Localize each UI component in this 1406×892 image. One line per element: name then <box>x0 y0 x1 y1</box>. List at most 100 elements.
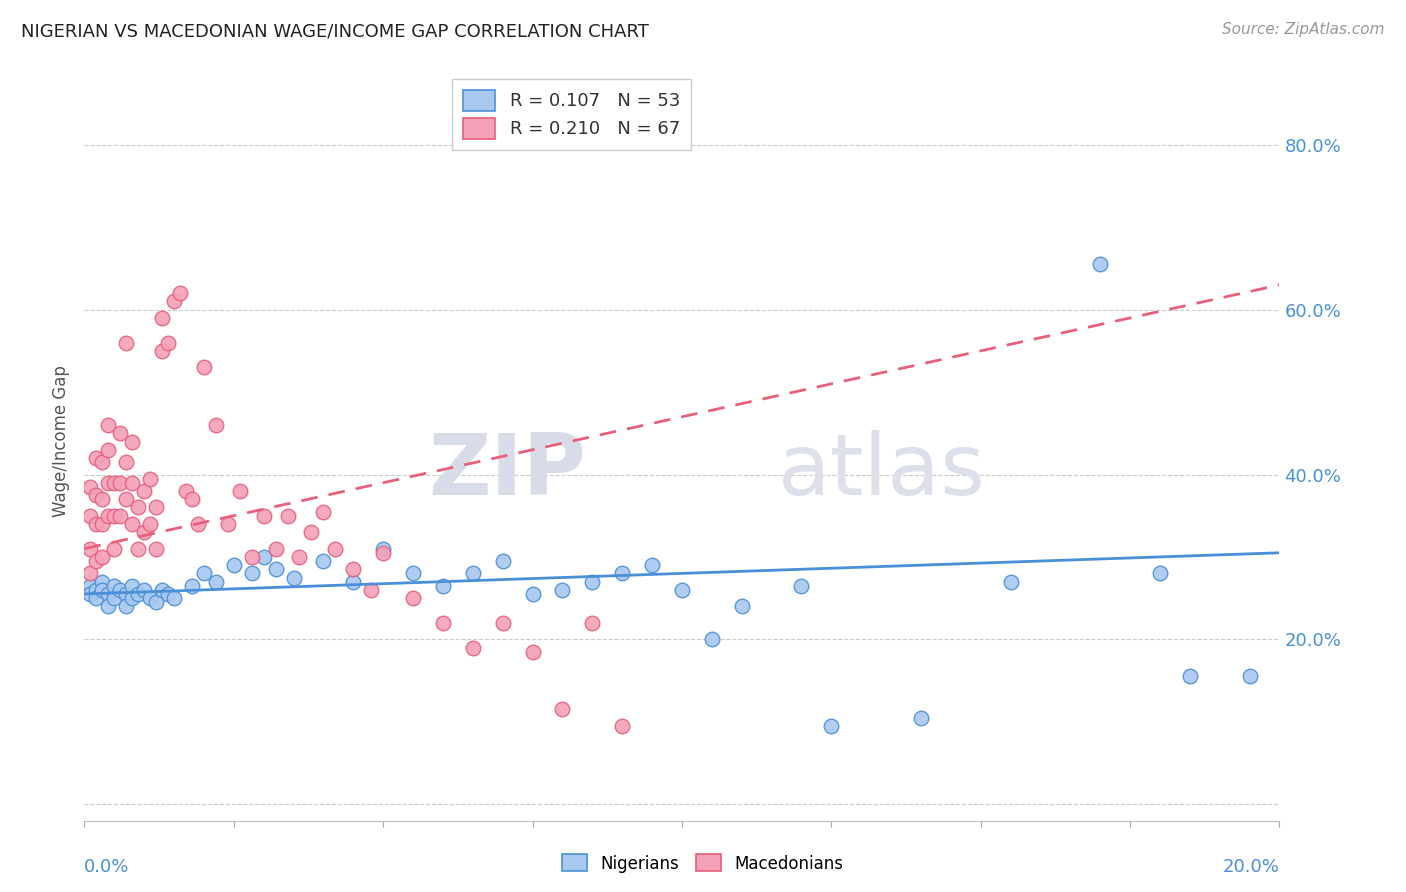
Point <box>193 566 215 581</box>
Point <box>86 554 108 568</box>
Point <box>228 483 252 498</box>
Point <box>312 554 335 568</box>
Point <box>86 582 108 597</box>
Point <box>163 591 186 606</box>
Point <box>139 472 162 486</box>
Text: 0.0%: 0.0% <box>84 858 129 876</box>
Legend: R = 0.107   N = 53, R = 0.210   N = 67: R = 0.107 N = 53, R = 0.210 N = 67 <box>451 79 690 150</box>
Point <box>79 579 101 593</box>
Point <box>79 566 101 581</box>
Point <box>360 582 382 597</box>
Point <box>91 574 114 589</box>
Point <box>132 525 156 540</box>
Point <box>110 582 132 597</box>
Point <box>1178 669 1201 683</box>
Point <box>150 582 173 597</box>
Point <box>492 554 515 568</box>
Point <box>551 702 574 716</box>
Point <box>325 541 347 556</box>
Point <box>432 615 454 630</box>
Y-axis label: Wage/Income Gap: Wage/Income Gap <box>52 366 70 517</box>
Point <box>432 579 454 593</box>
Point <box>132 483 156 498</box>
Point <box>1090 257 1112 271</box>
Point <box>492 615 515 630</box>
Point <box>97 508 120 523</box>
Point <box>79 587 101 601</box>
Point <box>581 574 603 589</box>
Point <box>86 516 108 531</box>
Point <box>312 505 335 519</box>
Point <box>97 442 120 457</box>
Point <box>79 508 101 523</box>
Point <box>132 582 156 597</box>
Point <box>110 475 132 490</box>
Point <box>103 579 125 593</box>
Point <box>205 574 228 589</box>
Point <box>790 579 813 593</box>
Point <box>253 508 276 523</box>
Point <box>86 450 108 465</box>
Point <box>700 632 723 647</box>
Point <box>145 541 167 556</box>
Point <box>283 570 305 584</box>
Point <box>103 591 125 606</box>
Point <box>342 574 364 589</box>
Point <box>222 558 245 573</box>
Text: 20.0%: 20.0% <box>1223 858 1279 876</box>
Point <box>127 500 149 515</box>
Point <box>641 558 664 573</box>
Point <box>103 475 125 490</box>
Point <box>97 599 120 614</box>
Point <box>461 640 484 655</box>
Point <box>127 541 149 556</box>
Point <box>522 587 544 601</box>
Point <box>402 566 425 581</box>
Point <box>121 579 143 593</box>
Point <box>115 335 138 350</box>
Point <box>79 480 101 494</box>
Point <box>264 562 287 576</box>
Point <box>181 492 204 507</box>
Point <box>145 595 167 609</box>
Point <box>342 562 364 576</box>
Point <box>731 599 754 614</box>
Point <box>820 719 842 733</box>
Point <box>193 360 215 375</box>
Point <box>139 591 162 606</box>
Point <box>288 549 311 564</box>
Point <box>157 587 180 601</box>
Point <box>121 434 143 449</box>
Point <box>97 587 120 601</box>
Point <box>169 286 191 301</box>
Point <box>127 587 149 601</box>
Point <box>277 508 299 523</box>
Text: ZIP: ZIP <box>429 430 586 514</box>
Point <box>581 615 603 630</box>
Point <box>373 541 395 556</box>
Point <box>187 516 209 531</box>
Point <box>1000 574 1022 589</box>
Point <box>551 582 574 597</box>
Point <box>103 508 125 523</box>
Point <box>91 492 114 507</box>
Point <box>240 549 263 564</box>
Point <box>174 483 197 498</box>
Point <box>110 426 132 441</box>
Point <box>115 492 138 507</box>
Point <box>612 566 634 581</box>
Point <box>301 525 323 540</box>
Point <box>402 591 425 606</box>
Point <box>522 645 544 659</box>
Point <box>91 455 114 469</box>
Point <box>79 541 101 556</box>
Point <box>103 541 125 556</box>
Point <box>910 711 932 725</box>
Point <box>264 541 287 556</box>
Point <box>97 475 120 490</box>
Point <box>86 488 108 502</box>
Point <box>91 549 114 564</box>
Text: atlas: atlas <box>778 430 986 514</box>
Point <box>86 591 108 606</box>
Point <box>240 566 263 581</box>
